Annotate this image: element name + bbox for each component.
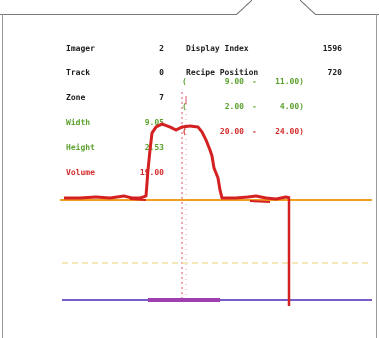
width-value: 9.05 [144,118,164,128]
recipe-position-label: Recipe Position [186,68,259,78]
profile-trace [64,122,291,201]
tab-slant-left [236,0,252,15]
top-tab-right [316,0,379,15]
height-label: Height [66,143,95,153]
height-value: 2.53 [144,143,164,153]
info-labels: Imager Track Zone Width Height Volume [66,28,95,186]
range-mins: 9.00 2.00 20.00 [204,61,244,144]
info-labels-right: Display Index Recipe Position [186,28,258,86]
range-seps: - - - [252,61,262,144]
range-open-parens: ( ( ( [182,61,192,144]
width-range-sep: - [252,76,257,86]
recipe-position-value: 720 [327,68,342,78]
width-range-open: ( [182,76,187,86]
profile-trace-dip [129,198,271,203]
height-range-min: 2.00 [224,101,244,111]
width-range-min: 9.00 [224,76,244,86]
top-tab-left [0,0,236,15]
volume-range-sep: - [252,126,257,136]
zone-label: Zone [66,93,86,103]
imager-value: 2 [159,43,164,53]
tab-slant-right [300,0,316,15]
volume-range-open: ( [182,126,187,136]
range-maxes: 11.00) 4.00) 24.00) [262,61,304,144]
height-range-max: 4.00) [279,101,304,111]
right-border [376,14,377,338]
display-index-value: 1596 [322,43,342,53]
width-label: Width [66,118,91,128]
imager-label: Imager [66,43,95,53]
volume-range-min: 20.00 [219,126,244,136]
display-index-label: Display Index [186,43,249,53]
height-range-open: ( [182,101,187,111]
volume-value: 19.00 [139,168,164,178]
volume-label: Volume [66,168,95,178]
volume-range-max: 24.00) [275,126,304,136]
zone-value: 7 [159,93,164,103]
height-range-sep: - [252,101,257,111]
track-label: Track [66,68,91,78]
track-value: 0 [159,68,164,78]
info-values-right: 1596 720 [300,28,342,86]
width-range-max: 11.00) [275,76,304,86]
info-values: 2 0 7 9.05 2.53 19.00 [118,28,164,186]
left-border [2,14,3,338]
